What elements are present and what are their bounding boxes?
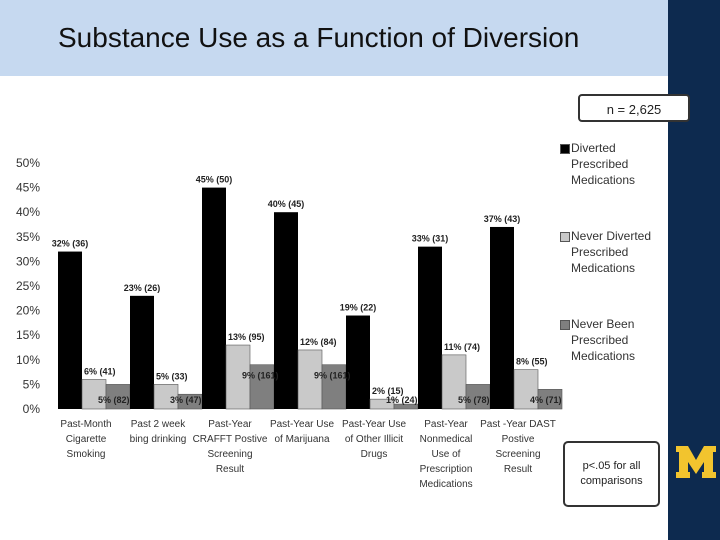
category-label: Past-Year Use xyxy=(342,419,407,430)
bar xyxy=(202,187,226,409)
data-label: 1% (24) xyxy=(386,395,418,405)
category-label: Screening xyxy=(207,449,252,460)
data-label: 9% (161) xyxy=(314,371,351,381)
category-label: Past-Year xyxy=(424,419,468,430)
data-label: 9% (161) xyxy=(242,371,279,381)
category-label: of Marijuana xyxy=(274,434,329,445)
data-label: 6% (41) xyxy=(84,366,116,376)
data-label: 4% (71) xyxy=(530,395,562,405)
legend-label-line: Never Diverted xyxy=(571,229,652,243)
bar xyxy=(297,349,323,410)
bar xyxy=(537,389,563,410)
category-label: Result xyxy=(216,464,245,475)
data-label: 13% (95) xyxy=(228,332,265,342)
data-label: 37% (43) xyxy=(484,214,521,224)
bar xyxy=(81,379,107,410)
category-label: Cigarette xyxy=(66,434,107,445)
category-label: Medications xyxy=(419,479,472,490)
category-label: Prescription xyxy=(420,464,473,475)
legend-swatch xyxy=(560,232,570,242)
y-tick-label: 5% xyxy=(23,377,41,391)
university-logo xyxy=(676,446,716,478)
slide-title: Substance Use as a Function of Diversion xyxy=(58,22,580,53)
category-label: CRAFFT Postive xyxy=(193,434,268,445)
y-tick-label: 20% xyxy=(16,304,40,318)
legend-label-line: Never Been xyxy=(571,317,635,331)
y-tick-label: 15% xyxy=(16,328,40,342)
data-label: 8% (55) xyxy=(516,357,548,367)
data-label: 3% (47) xyxy=(170,395,202,405)
bar xyxy=(274,212,298,409)
legend-label-line: Prescribed xyxy=(571,333,629,347)
title-band xyxy=(0,0,668,76)
legend-label-line: Prescribed xyxy=(571,157,629,171)
data-label: 5% (78) xyxy=(458,395,490,405)
category-label: Smoking xyxy=(67,449,106,460)
y-tick-label: 35% xyxy=(16,230,40,244)
category-label: Use of xyxy=(432,449,461,460)
y-tick-label: 45% xyxy=(16,181,40,195)
data-label: 12% (84) xyxy=(300,337,337,347)
data-label: 33% (31) xyxy=(412,234,449,244)
bar xyxy=(249,364,275,410)
bar xyxy=(418,246,442,409)
bar xyxy=(225,344,251,410)
data-label: 40% (45) xyxy=(268,199,305,209)
legend-label: Never Diverted Prescribed Medications xyxy=(571,228,669,276)
y-tick-label: 25% xyxy=(16,279,40,293)
y-tick-label: 30% xyxy=(16,254,40,268)
legend-label-line: Prescribed xyxy=(571,245,629,259)
bar xyxy=(513,369,539,410)
data-label: 19% (22) xyxy=(340,303,377,313)
data-label: 2% (15) xyxy=(372,386,404,396)
legend-label-line: Diverted xyxy=(571,141,616,155)
bar xyxy=(58,251,82,409)
data-label: 11% (74) xyxy=(444,342,480,352)
category-label: Drugs xyxy=(361,449,388,460)
bar xyxy=(130,295,154,409)
category-label: Postive xyxy=(502,434,535,445)
significance-note: p<.05 for all comparisons xyxy=(580,460,643,487)
data-label: 5% (33) xyxy=(156,371,188,381)
data-label: 5% (82) xyxy=(98,395,130,405)
legend-label: Never Been Prescribed Medications xyxy=(571,316,669,364)
legend-label: Diverted Prescribed Medications xyxy=(571,140,669,188)
data-label: 45% (50) xyxy=(196,175,233,185)
category-label: Nonmedical xyxy=(420,434,473,445)
block-m-logo xyxy=(676,446,716,478)
category-label: Screening xyxy=(495,449,540,460)
bar xyxy=(153,384,179,410)
category-label: of Other Illicit xyxy=(345,434,404,445)
data-label: 23% (26) xyxy=(124,283,161,293)
data-label: 32% (36) xyxy=(52,239,89,249)
bar xyxy=(321,364,347,410)
y-tick-label: 10% xyxy=(16,353,40,367)
category-label: Past-Year xyxy=(208,419,252,430)
category-label: Past -Year DAST xyxy=(480,419,556,430)
legend-label-line: Medications xyxy=(571,261,636,275)
category-label: Result xyxy=(504,464,533,475)
significance-box: p<.05 for all comparisons xyxy=(563,441,660,507)
sample-size-box: n = 2,625 xyxy=(578,94,690,122)
y-tick-label: 0% xyxy=(23,402,41,416)
bar xyxy=(346,315,370,409)
y-tick-label: 40% xyxy=(16,205,40,219)
y-tick-label: 50% xyxy=(16,156,40,170)
legend-swatch xyxy=(560,144,570,154)
legend-label-line: Medications xyxy=(571,349,636,363)
bar xyxy=(465,384,491,410)
bar xyxy=(490,226,514,409)
category-label: Past-Year Use xyxy=(270,419,335,430)
legend-label-line: Medications xyxy=(571,173,636,187)
category-label: Past-Month xyxy=(60,419,111,430)
category-label: bing drinking xyxy=(130,434,187,445)
bar xyxy=(441,354,467,410)
legend-swatch xyxy=(560,320,570,330)
category-label: Past 2 week xyxy=(131,419,186,430)
